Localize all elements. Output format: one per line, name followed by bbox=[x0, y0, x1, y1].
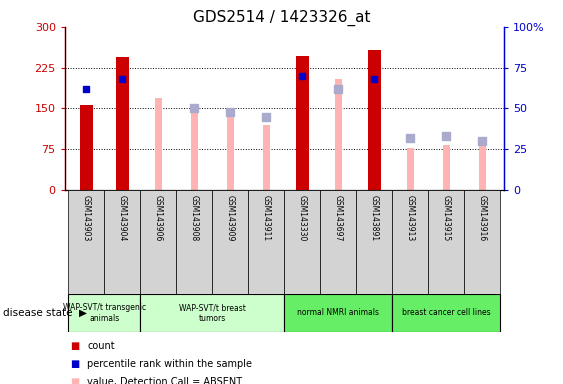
Text: value, Detection Call = ABSENT: value, Detection Call = ABSENT bbox=[87, 377, 243, 384]
Text: GSM143697: GSM143697 bbox=[334, 195, 343, 242]
Text: GSM143911: GSM143911 bbox=[262, 195, 271, 242]
Bar bbox=[464, 190, 501, 294]
Text: breast cancer cell lines: breast cancer cell lines bbox=[402, 308, 490, 318]
Bar bbox=[104, 190, 140, 294]
Bar bbox=[248, 190, 284, 294]
Bar bbox=[116, 57, 128, 190]
Text: WAP-SVT/t transgenic
animals: WAP-SVT/t transgenic animals bbox=[63, 303, 146, 323]
Text: ■: ■ bbox=[70, 359, 79, 369]
Text: GSM143909: GSM143909 bbox=[226, 195, 235, 242]
Bar bbox=[212, 190, 248, 294]
Bar bbox=[428, 190, 464, 294]
Bar bbox=[155, 98, 162, 190]
Bar bbox=[140, 190, 176, 294]
Bar bbox=[119, 98, 126, 190]
Text: count: count bbox=[87, 341, 115, 351]
Text: WAP-SVT/t breast
tumors: WAP-SVT/t breast tumors bbox=[179, 303, 246, 323]
Text: normal NMRI animals: normal NMRI animals bbox=[297, 308, 379, 318]
Text: GDS2514 / 1423326_at: GDS2514 / 1423326_at bbox=[193, 10, 370, 26]
Bar bbox=[284, 294, 392, 332]
Bar bbox=[68, 294, 140, 332]
Bar bbox=[68, 190, 104, 294]
Text: percentile rank within the sample: percentile rank within the sample bbox=[87, 359, 252, 369]
Bar bbox=[392, 294, 501, 332]
Bar bbox=[263, 125, 270, 190]
Text: GSM143906: GSM143906 bbox=[154, 195, 163, 242]
Text: ■: ■ bbox=[70, 341, 79, 351]
Bar bbox=[392, 190, 428, 294]
Bar bbox=[479, 145, 486, 190]
Bar bbox=[335, 79, 342, 190]
Bar bbox=[443, 146, 450, 190]
Text: GSM143904: GSM143904 bbox=[118, 195, 127, 242]
Bar bbox=[406, 147, 414, 190]
Text: GSM143915: GSM143915 bbox=[442, 195, 451, 242]
Bar bbox=[368, 50, 381, 190]
Bar bbox=[140, 294, 284, 332]
Bar bbox=[284, 190, 320, 294]
Text: GSM143908: GSM143908 bbox=[190, 195, 199, 242]
Bar bbox=[227, 110, 234, 190]
Text: GSM143891: GSM143891 bbox=[370, 195, 379, 242]
Bar bbox=[176, 190, 212, 294]
Bar bbox=[356, 190, 392, 294]
Text: GSM143330: GSM143330 bbox=[298, 195, 307, 242]
Bar bbox=[296, 56, 309, 190]
Bar bbox=[320, 190, 356, 294]
Text: GSM143916: GSM143916 bbox=[478, 195, 487, 242]
Bar bbox=[80, 105, 93, 190]
Text: ■: ■ bbox=[70, 377, 79, 384]
Text: GSM143903: GSM143903 bbox=[82, 195, 91, 242]
Text: GSM143913: GSM143913 bbox=[406, 195, 415, 242]
Bar bbox=[191, 112, 198, 190]
Text: disease state  ▶: disease state ▶ bbox=[3, 308, 87, 318]
